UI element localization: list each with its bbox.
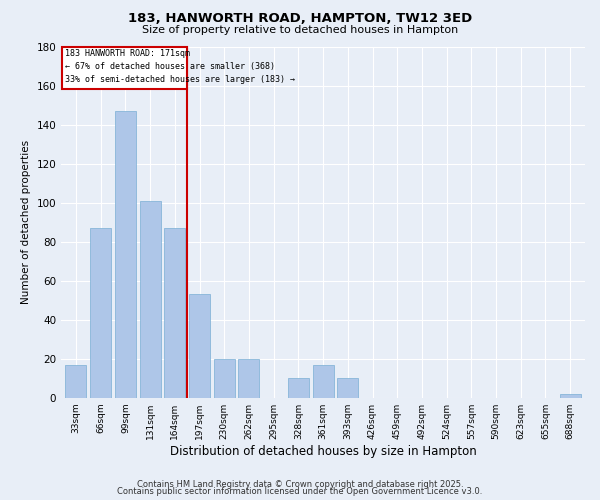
Bar [62,46,187,90]
Bar [238,358,259,398]
Bar [189,294,210,398]
Text: 183 HANWORTH ROAD: 171sqm: 183 HANWORTH ROAD: 171sqm [65,50,190,58]
Text: 183, HANWORTH ROAD, HAMPTON, TW12 3ED: 183, HANWORTH ROAD, HAMPTON, TW12 3ED [128,12,472,26]
Bar [337,378,358,398]
Bar [90,228,111,398]
Text: Contains public sector information licensed under the Open Government Licence v3: Contains public sector information licen… [118,487,482,496]
X-axis label: Distribution of detached houses by size in Hampton: Distribution of detached houses by size … [170,444,476,458]
Text: Contains HM Land Registry data © Crown copyright and database right 2025.: Contains HM Land Registry data © Crown c… [137,480,463,489]
Text: 33% of semi-detached houses are larger (183) →: 33% of semi-detached houses are larger (… [65,75,295,84]
Bar [115,111,136,398]
Bar [214,358,235,398]
Text: Size of property relative to detached houses in Hampton: Size of property relative to detached ho… [142,25,458,35]
Bar [164,228,185,398]
Bar [140,200,161,398]
Bar [560,394,581,398]
Y-axis label: Number of detached properties: Number of detached properties [21,140,31,304]
Text: ← 67% of detached houses are smaller (368): ← 67% of detached houses are smaller (36… [65,62,275,71]
Bar [288,378,309,398]
Bar [65,364,86,398]
Bar [313,364,334,398]
